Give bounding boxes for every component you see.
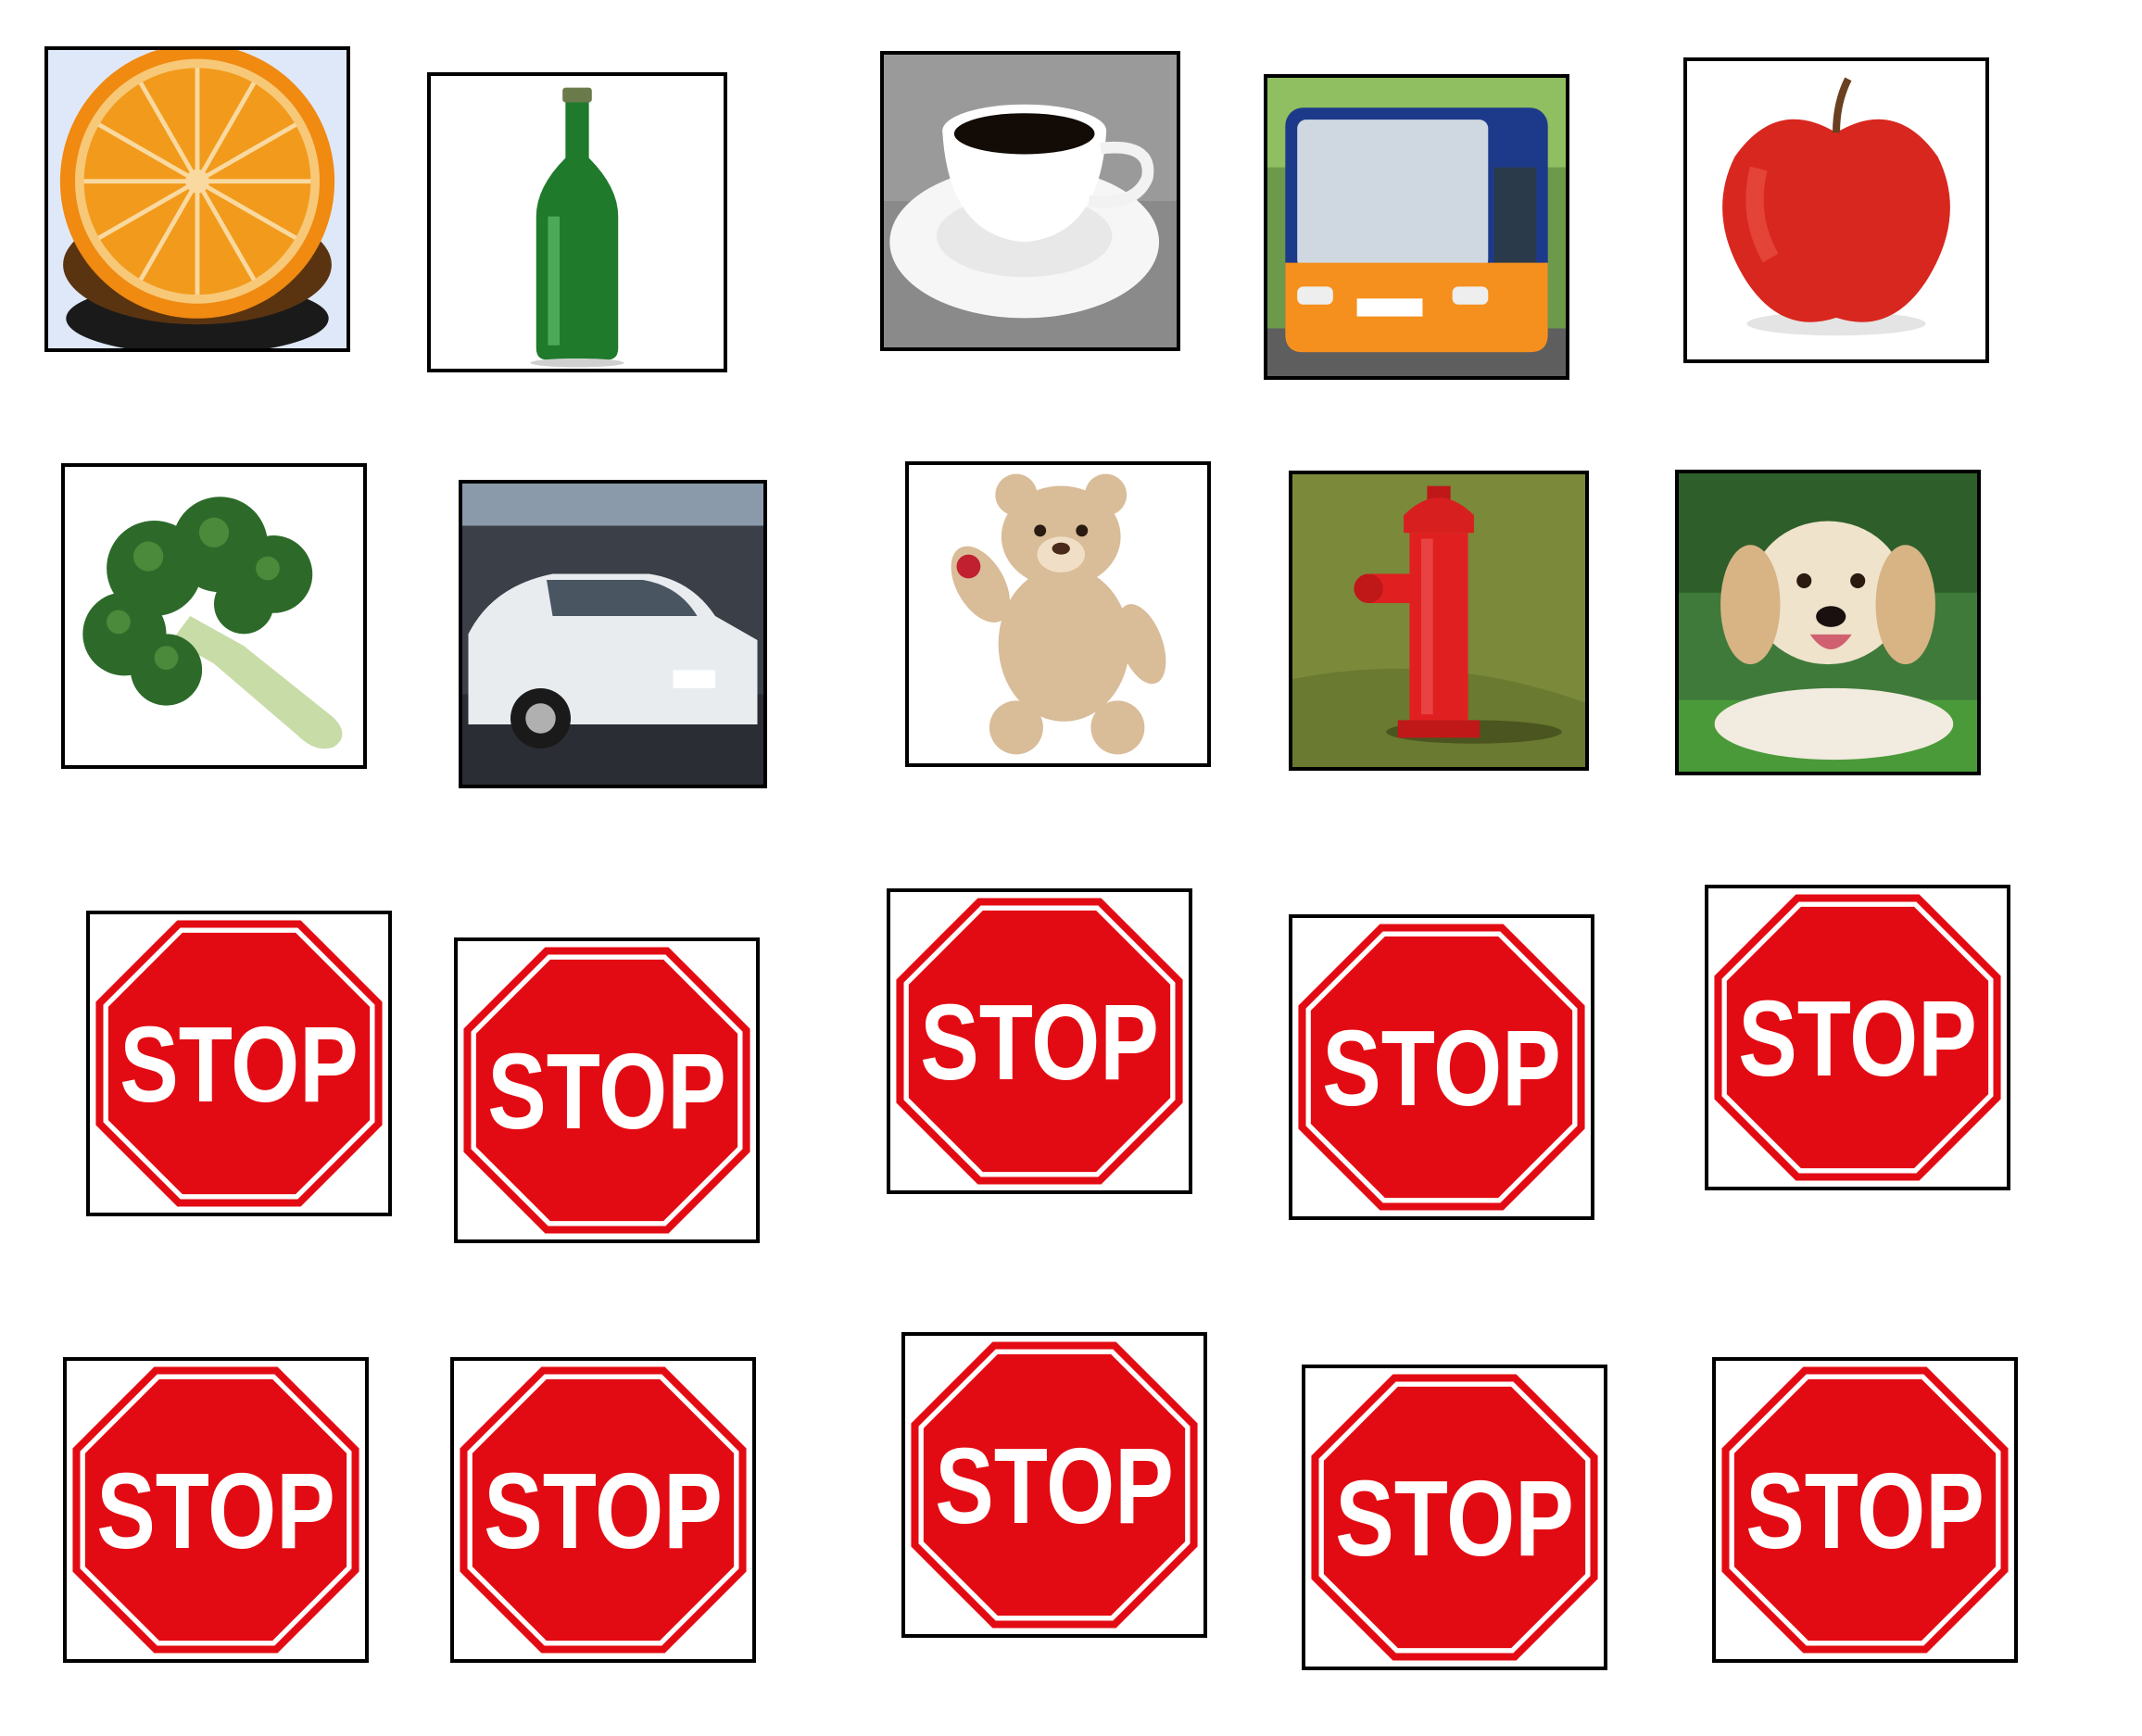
stop-text: STOP [1322, 1008, 1561, 1128]
stop-sign-icon: STOP [1714, 894, 2001, 1181]
stop-sign-card[interactable]: STOP [450, 1357, 756, 1663]
stop-sign-icon: STOP [460, 1366, 747, 1654]
stop-sign-icon: STOP [72, 1366, 359, 1654]
stop-sign-icon: STOP [1721, 1366, 2009, 1654]
green-bottle-card[interactable] [427, 72, 727, 372]
fire-hydrant-card[interactable] [1289, 471, 1589, 771]
stop-sign-icon: STOP [896, 898, 1183, 1185]
puppy-card[interactable] [1675, 470, 1981, 775]
puppy-icon [1679, 473, 1977, 772]
bus-icon [1267, 78, 1566, 376]
stop-sign-icon: STOP [463, 947, 750, 1234]
stop-sign-icon: STOP [911, 1341, 1198, 1629]
stop-sign-icon: STOP [1298, 924, 1585, 1211]
car-icon [462, 484, 763, 785]
stop-sign-card[interactable]: STOP [86, 911, 392, 1216]
teddy-bear-card[interactable] [905, 461, 1211, 767]
stop-sign-card[interactable]: STOP [1289, 914, 1594, 1220]
coffee-cup-icon [884, 55, 1177, 347]
broccoli-card[interactable] [61, 463, 367, 769]
apple-icon [1687, 61, 1985, 359]
orange-slice-icon [48, 50, 346, 348]
broccoli-icon [65, 467, 363, 765]
bus-card[interactable] [1264, 74, 1569, 380]
stop-text: STOP [935, 1426, 1174, 1546]
stop-text: STOP [920, 982, 1159, 1102]
teddy-bear-icon [909, 465, 1207, 763]
stop-sign-card[interactable]: STOP [1712, 1357, 2018, 1663]
green-bottle-icon [431, 76, 724, 369]
stop-text: STOP [96, 1451, 335, 1571]
stop-text: STOP [120, 1004, 359, 1125]
coffee-cup-card[interactable] [880, 51, 1180, 351]
stop-text: STOP [487, 1031, 726, 1151]
stop-sign-card[interactable]: STOP [1302, 1365, 1607, 1670]
stop-sign-card[interactable]: STOP [887, 888, 1192, 1194]
stop-text: STOP [484, 1451, 723, 1571]
stop-sign-icon: STOP [95, 920, 383, 1207]
stop-sign-card[interactable]: STOP [63, 1357, 369, 1663]
stop-sign-card[interactable]: STOP [901, 1332, 1207, 1638]
stop-sign-icon: STOP [1311, 1374, 1598, 1661]
stop-text: STOP [1738, 978, 1977, 1099]
stop-text: STOP [1335, 1458, 1574, 1579]
apple-card[interactable] [1683, 57, 1989, 363]
car-card[interactable] [459, 480, 767, 788]
fire-hydrant-icon [1292, 474, 1585, 767]
stop-sign-card[interactable]: STOP [1705, 885, 2010, 1190]
orange-slice-card[interactable] [44, 46, 350, 352]
stop-sign-card[interactable]: STOP [454, 937, 760, 1243]
stop-text: STOP [1745, 1451, 1984, 1571]
